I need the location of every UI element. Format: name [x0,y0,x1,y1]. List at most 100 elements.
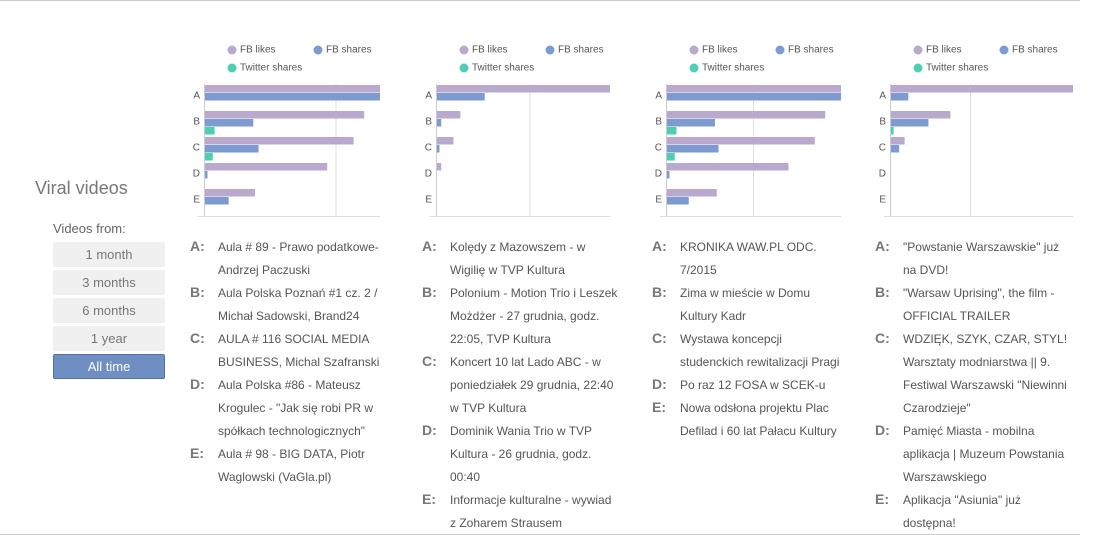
category-label: A [193,91,200,102]
bar [890,93,909,101]
bar [436,111,461,119]
video-title: "Powstanie Warszawskie" już na DVD! [903,240,1060,277]
video-item: E: Nowa odsłona projektu Plac Defilad i 6… [652,397,848,443]
time-filter-button[interactable]: 6 months [53,298,165,323]
legend-label: FB shares [1012,45,1058,56]
bar [666,93,841,101]
video-title: Aula # 89 - Prawo podatkowe- Andrzej Pac… [218,240,379,277]
video-title: Polonium - Motion Trio i Leszek Możdżer … [450,286,618,346]
video-letter: E: [190,445,204,461]
bar [204,85,380,93]
video-letter: C: [652,330,667,346]
time-filter-button[interactable]: 1 year [53,326,165,351]
video-item: B: Polonium - Motion Trio i Leszek Możdże… [422,282,618,351]
legend-dot [459,63,469,73]
bar [204,127,215,135]
bar [666,171,670,179]
video-item: B: "Warsaw Uprising", the film - OFFICIAL… [875,282,1071,328]
bar [436,119,442,127]
legend-label: FB likes [702,45,738,56]
category-label: B [425,117,432,128]
category-label: E [425,195,432,206]
legend-dot [689,45,699,55]
category-label: D [193,169,200,180]
video-item: C: WDZIĘK, SZYK, CZAR, STYL! Warsztaty mo… [875,328,1071,420]
video-title: Dominik Wania Trio w TVP Kultura - 26 gr… [450,424,592,484]
bar [204,137,354,145]
video-letter: D: [190,376,205,392]
bar [666,197,689,205]
legend-label: Twitter shares [702,63,764,74]
legend-label: Twitter shares [240,63,302,74]
bar [890,145,900,153]
legend-label: FB likes [926,45,962,56]
bar [890,85,1073,93]
video-letter: E: [422,491,436,507]
category-label: E [879,195,886,206]
legend-label: FB shares [326,45,372,56]
video-item: C: Koncert 10 lat Lado ABC - w poniedział… [422,351,618,420]
bar [666,137,815,145]
video-letter: B: [422,284,437,300]
bar [204,189,256,197]
video-letter: A: [422,238,437,254]
video-title: Nowa odsłona projektu Plac Defilad i 60 … [680,401,837,438]
legend-dot [313,45,323,55]
bar [890,127,894,135]
video-letter: C: [422,353,437,369]
video-letter: B: [652,284,667,300]
legend-dot [775,45,785,55]
bar [436,85,610,93]
sidebar-label: Videos from: [53,221,126,236]
bar [204,153,213,161]
video-item: B: Zima w mieście w Domu Kultury Kadr [652,282,848,328]
category-label: A [655,91,662,102]
category-label: B [879,117,886,128]
video-title: Wystawa koncepcji studenckich rewitaliza… [680,332,840,369]
category-label: A [425,91,432,102]
bar [666,127,677,135]
time-filter-button[interactable]: 1 month [53,242,165,267]
bar [204,145,259,153]
video-title: Aula Polska Poznań #1 cz. 2 / Michał Sad… [218,286,378,323]
bar [204,111,365,119]
bar [666,145,719,153]
legend-label: Twitter shares [926,63,988,74]
bar [666,85,841,93]
video-item: C: AULA # 116 SOCIAL MEDIA BUSINESS, Mich… [190,328,386,374]
video-title: Zima w mieście w Domu Kultury Kadr [680,286,811,323]
legend-dot [913,45,923,55]
bar [666,163,789,171]
time-filter-button[interactable]: All time [53,354,165,379]
bar [436,137,454,145]
video-item: C: Wystawa koncepcji studenckich rewitali… [652,328,848,374]
legend-label: FB likes [240,45,276,56]
legend-dot [459,45,469,55]
bar [436,145,440,153]
bar [204,171,208,179]
video-title: Koncert 10 lat Lado ABC - w poniedziałek… [450,355,614,415]
bar [890,137,905,145]
time-filter-button[interactable]: 3 months [53,270,165,295]
video-letter: E: [875,491,889,507]
category-label: D [879,169,886,180]
video-letter: D: [422,422,437,438]
video-letter: A: [875,238,890,254]
sidebar-title: Viral videos [35,178,128,198]
video-item: D: Aula Polska #86 - Mateusz Krogulec - "… [190,374,386,443]
bar [204,163,328,171]
video-letter: D: [875,422,890,438]
video-item: D: Dominik Wania Trio w TVP Kultura - 26 … [422,420,618,489]
legend-dot [227,63,237,73]
video-title: WDZIĘK, SZYK, CZAR, STYL! Warsztaty modn… [903,332,1068,415]
bar [666,153,675,161]
video-item: E: Informacje kulturalne - wywiad z Zohar… [422,489,618,535]
video-letter: D: [652,376,667,392]
video-title: Aula Polska #86 - Mateusz Krogulec - "Ja… [218,378,373,438]
video-title: AULA # 116 SOCIAL MEDIA BUSINESS, Michal… [218,332,380,369]
video-letter: A: [652,238,667,254]
category-label: B [193,117,200,128]
bar [204,119,254,127]
video-item: E: Aplikacja "Asiunia" już dostępna! [875,489,1071,535]
